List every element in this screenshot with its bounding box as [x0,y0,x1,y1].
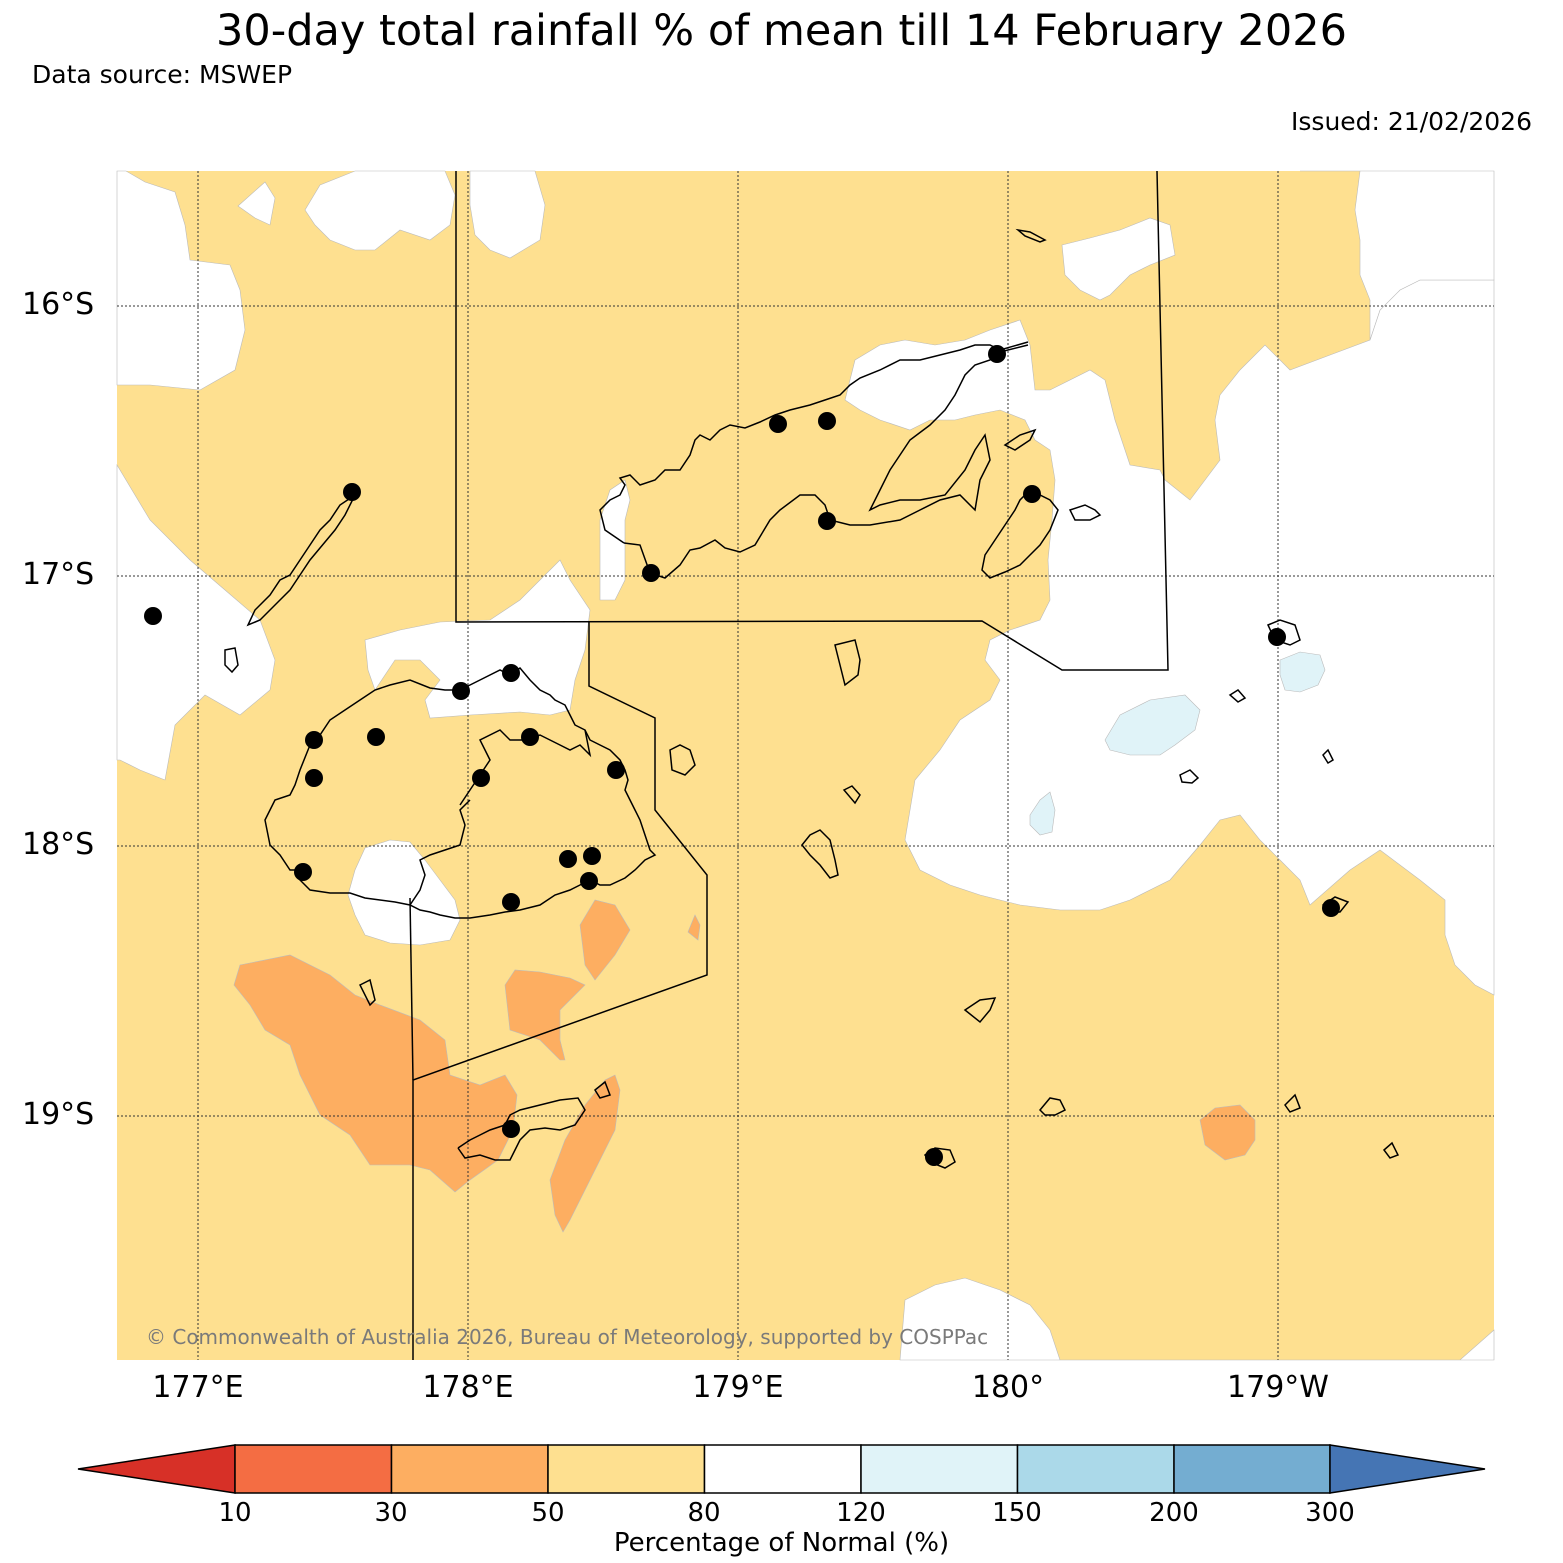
colorbar-tick: 150 [992,1498,1042,1528]
station-marker [559,850,577,868]
colorbar-bin-30-50 [390,1444,549,1494]
colorbar-tick: 300 [1305,1498,1355,1528]
station-marker [583,847,601,865]
station-marker [367,728,385,746]
boundaries [409,170,1169,1360]
station-marker [818,512,836,530]
station-marker [343,483,361,501]
station-marker [472,769,490,787]
colorbar-title: Percentage of Normal (%) [613,1528,950,1558]
copyright-notice: © Commonwealth of Australia 2026, Bureau… [146,1325,989,1349]
lat-label-18s: 18°S [22,827,95,862]
region-120-150 [1029,651,1326,836]
station-marker [642,564,660,582]
station-marker [144,607,162,625]
station-marker [925,1148,943,1166]
station-marker [502,893,520,911]
station-marker [1268,628,1286,646]
colorbar-tick: 120 [836,1498,886,1528]
lat-label-19s: 19°S [22,1097,95,1132]
station-marker [988,345,1006,363]
region-80-120 [116,170,1495,1361]
station-marker [769,415,787,433]
colorbar-bin-10-30 [234,1444,393,1494]
station-marker [502,1120,520,1138]
station-marker [818,412,836,430]
lat-label-16s: 16°S [22,287,95,322]
colorbar-bin-50-80 [547,1444,706,1494]
station-marker [580,872,598,890]
station-marker [305,731,323,749]
station-markers [144,345,1340,1166]
region-30-50 [233,899,1256,1233]
station-marker [1023,485,1041,503]
coastlines [224,228,1400,1169]
station-marker [294,863,312,881]
station-marker [452,682,470,700]
data-source: Data source: MSWEP [32,60,293,89]
colorbar [77,1444,1486,1494]
colorbar-bin-80-120 [703,1444,862,1494]
lon-label-179e: 179°E [692,1370,784,1405]
station-marker [305,769,323,787]
lat-label-17s: 17°S [22,557,95,592]
station-marker [502,664,520,682]
station-marker [607,761,625,779]
colorbar-bin-200-300 [1173,1444,1331,1494]
station-marker [1322,899,1340,917]
colorbar-tick: 30 [374,1498,408,1528]
colorbar-bin-120-150 [860,1444,1019,1494]
lon-label-180: 180° [971,1370,1045,1405]
map-title: 30-day total rainfall % of mean till 14 … [216,6,1347,56]
colorbar-bin-150-200 [1016,1444,1175,1494]
issued-date: Issued: 21/02/2026 [1291,107,1532,136]
colorbar-tick: 50 [531,1498,565,1528]
graticule [117,171,1494,1360]
lon-label-178e: 178°E [422,1370,514,1405]
lon-label-177e: 177°E [152,1370,244,1405]
colorbar-extend-high [1329,1444,1486,1494]
station-marker [521,728,539,746]
colorbar-extend-low [77,1444,236,1494]
colorbar-tick: 10 [218,1498,252,1528]
colorbar-tick: 200 [1149,1498,1199,1528]
lon-label-179w: 179°W [1227,1370,1329,1405]
colorbar-tick: 80 [687,1498,721,1528]
